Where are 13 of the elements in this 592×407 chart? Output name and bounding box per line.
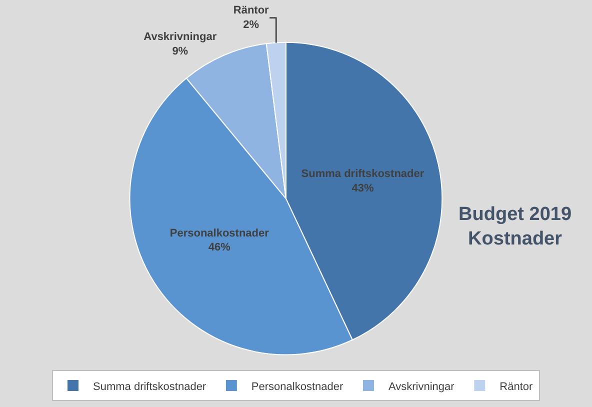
- data-label: 9%: [172, 45, 188, 58]
- slice-label: Avskrivningar: [144, 31, 218, 44]
- data-label: 2%: [243, 19, 260, 32]
- legend-label: Personalkostnader: [251, 380, 344, 393]
- text: Budget 2019 Kostnader: [458, 204, 572, 250]
- slice-label: Räntor: [233, 4, 270, 17]
- legend-label: Avskrivningar: [388, 380, 455, 393]
- legend-label: Räntor: [500, 380, 534, 393]
- legend-label: Summa driftskostnader: [93, 380, 206, 393]
- data-label: 46%: [208, 242, 231, 254]
- slice-label: Summa driftskostnader: [301, 168, 425, 180]
- data-label: 43%: [352, 182, 374, 194]
- slice-label: Personalkostnader: [170, 227, 270, 240]
